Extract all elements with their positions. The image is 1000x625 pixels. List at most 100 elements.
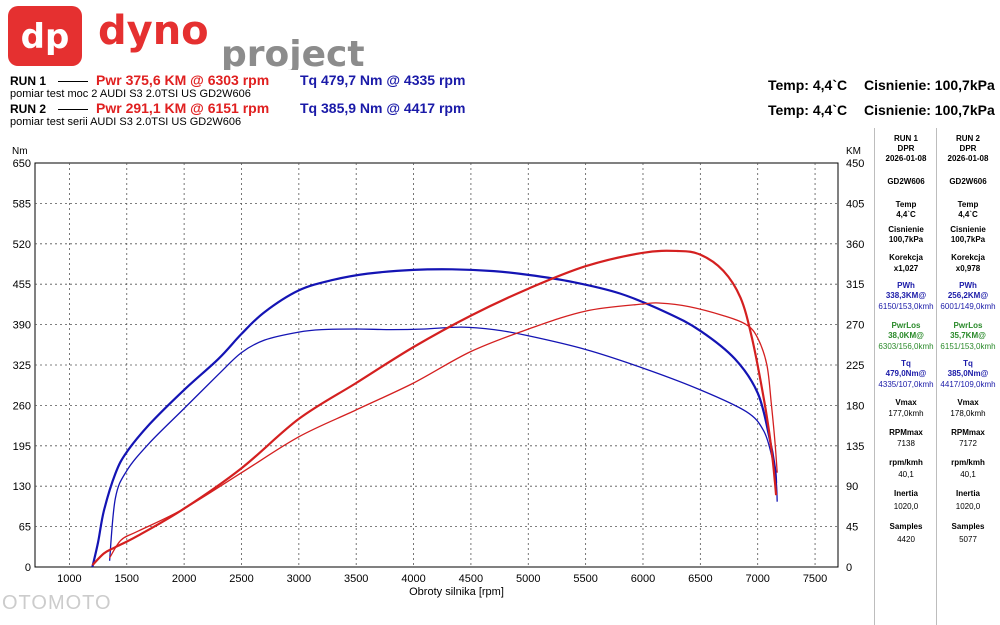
panel2-corr: x0,978 xyxy=(955,264,981,273)
panel2-pwrlos: 35,7KM@ xyxy=(950,331,986,340)
panel2-corr-label: Korekcja xyxy=(951,253,985,262)
run1-pressure: Cisnienie: 100,7kPa xyxy=(864,77,995,93)
y-right-tick-label: 180 xyxy=(846,400,864,412)
panel1-rpmmax: 7138 xyxy=(897,439,915,448)
run1-description: pomiar test moc 2 AUDI S3 2.0TSI US GD2W… xyxy=(10,88,251,100)
panel1-corr-label: Korekcja xyxy=(889,253,923,262)
panel2-pwrlos-label: PwrLos xyxy=(953,321,983,330)
panel2-site: DPR xyxy=(959,144,977,153)
panel2-pwrlos-sub: 6151/153,0kmh xyxy=(940,342,996,351)
run1-temp: Temp: 4,4`C xyxy=(768,77,848,93)
panel1-rpmkmh-label: rpm/kmh xyxy=(889,458,923,467)
run2-panel: RUN 2 DPR 2026-01-08 GD2W606 Temp 4,4`C … xyxy=(936,128,999,625)
panel1-pwrlos-label: PwrLos xyxy=(891,321,921,330)
panel1-tq-label: Tq xyxy=(901,359,911,368)
y-left-tick-label: 0 xyxy=(25,562,31,574)
panel1-samples: 4420 xyxy=(897,535,915,544)
run1-panel: RUN 1 DPR 2026-01-08 GD2W606 Temp 4,4`C … xyxy=(874,128,937,625)
run2-label: RUN 2 xyxy=(10,102,47,116)
x-axis-label: Obroty silnika [rpm] xyxy=(409,586,504,598)
panel2-press-label: Cisnienie xyxy=(950,225,986,234)
panel1-temp: 4,4`C xyxy=(896,210,916,219)
panel1-rpmmax-label: RPMmax xyxy=(889,428,923,437)
panel1-tq: 479,0Nm@ xyxy=(885,369,927,378)
run2-temp: Temp: 4,4`C xyxy=(768,102,848,118)
panel2-rpmmax: 7172 xyxy=(959,439,977,448)
run2-line-sample xyxy=(58,109,88,110)
panel2-vmax: 178,0kmh xyxy=(950,409,986,418)
panel2-vmax-label: Vmax xyxy=(957,398,979,407)
panel1-pwh-label: PWh xyxy=(897,281,915,290)
x-tick-label: 1500 xyxy=(115,573,139,585)
panel2-inertia-label: Inertia xyxy=(955,489,980,498)
y-right-tick-label: 45 xyxy=(846,522,858,534)
panel2-rpmmax-label: RPMmax xyxy=(951,428,985,437)
logo-name-part1: dyno xyxy=(98,8,209,54)
panel1-press-label: Cisnienie xyxy=(888,225,924,234)
run1-label: RUN 1 xyxy=(10,74,47,88)
y-right-axis-label: KM xyxy=(846,146,861,157)
x-tick-label: 7000 xyxy=(745,573,769,585)
run2-torque-curve xyxy=(108,326,778,561)
panel1-temp-label: Temp xyxy=(895,200,917,209)
x-tick-label: 3000 xyxy=(287,573,311,585)
run1-line-sample xyxy=(58,81,88,82)
x-tick-label: 4500 xyxy=(459,573,483,585)
panel2-tq-label: Tq xyxy=(963,359,973,368)
x-tick-label: 7500 xyxy=(803,573,827,585)
y-left-tick-label: 455 xyxy=(13,279,31,291)
y-left-tick-label: 65 xyxy=(19,522,31,534)
y-left-tick-label: 130 xyxy=(13,481,31,493)
panel2-samples-label: Samples xyxy=(951,522,985,531)
panel1-corr: x1,027 xyxy=(893,264,919,273)
y-left-tick-label: 390 xyxy=(13,320,31,332)
panel2-tq-sub: 4417/109,0kmh xyxy=(940,380,996,389)
logo-badge xyxy=(8,6,82,66)
panel2-temp: 4,4`C xyxy=(958,210,978,219)
panel1-code: GD2W606 xyxy=(887,177,925,186)
y-right-tick-label: 270 xyxy=(846,320,864,332)
panel2-run: RUN 2 xyxy=(955,134,980,143)
run2-power-summary: Pwr 291,1 KM @ 6151 rpm xyxy=(96,100,270,116)
x-tick-label: 2500 xyxy=(229,573,253,585)
run1-torque-summary: Tq 479,7 Nm @ 4335 rpm xyxy=(300,72,466,88)
y-right-tick-label: 360 xyxy=(846,239,864,251)
x-tick-label: 6500 xyxy=(688,573,712,585)
panel1-pwh: 338,3KM@ xyxy=(885,291,927,300)
panel2-samples: 5077 xyxy=(959,535,977,544)
panel2-temp-label: Temp xyxy=(957,200,979,209)
x-tick-label: 1000 xyxy=(57,573,81,585)
panel1-inertia: 1020,0 xyxy=(893,502,919,511)
panel1-tq-sub: 4335/107,0kmh xyxy=(878,380,934,389)
y-left-tick-label: 195 xyxy=(13,441,31,453)
y-left-axis-label: Nm xyxy=(12,146,28,157)
panel2-rpmkmh: 40,1 xyxy=(960,470,976,479)
y-left-tick-label: 325 xyxy=(13,360,31,372)
watermark: OTOMOTO xyxy=(2,592,112,614)
x-tick-label: 2000 xyxy=(172,573,196,585)
run2-description: pomiar test serii AUDI S3 2.0TSI US GD2W… xyxy=(10,116,242,128)
panel1-samples-label: Samples xyxy=(889,522,923,531)
y-right-tick-label: 315 xyxy=(846,279,864,291)
panel2-tq: 385,0Nm@ xyxy=(947,369,989,378)
y-left-tick-label: 520 xyxy=(13,239,31,251)
x-tick-label: 4000 xyxy=(401,573,425,585)
run2-torque-summary: Tq 385,9 Nm @ 4417 rpm xyxy=(300,100,466,116)
panel1-pwh-sub: 6150/153,0kmh xyxy=(878,302,934,311)
y-right-tick-label: 225 xyxy=(846,360,864,372)
run1-power-curve xyxy=(91,249,778,566)
panel1-run: RUN 1 xyxy=(893,134,918,143)
dyno-project-logo: dp dyno project xyxy=(8,6,365,70)
y-right-tick-label: 135 xyxy=(846,441,864,453)
y-right-tick-label: 0 xyxy=(846,562,852,574)
x-tick-label: 5500 xyxy=(573,573,597,585)
y-left-tick-label: 585 xyxy=(13,198,31,210)
y-right-tick-label: 450 xyxy=(846,158,864,170)
panel1-date: 2026-01-08 xyxy=(885,154,927,163)
x-tick-label: 6000 xyxy=(631,573,655,585)
panel1-vmax: 177,0kmh xyxy=(888,409,924,418)
panel2-inertia: 1020,0 xyxy=(955,502,981,511)
y-right-tick-label: 405 xyxy=(846,198,864,210)
run1-torque-curve xyxy=(91,268,778,568)
panel1-rpmkmh: 40,1 xyxy=(898,470,914,479)
